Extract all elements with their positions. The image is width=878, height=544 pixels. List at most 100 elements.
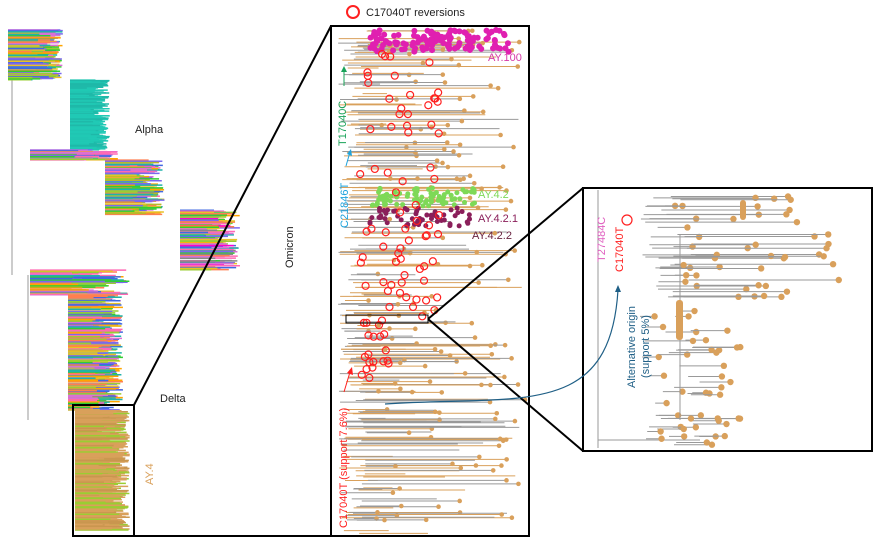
tip-node (718, 384, 725, 391)
reversion-marker (383, 356, 392, 365)
tip-node (702, 336, 710, 344)
tip-node (697, 412, 705, 419)
tip-node (462, 199, 468, 205)
tip-node (376, 323, 382, 328)
tip-node (512, 418, 518, 424)
tip-node (716, 263, 723, 271)
tip-node (713, 349, 720, 356)
tip-node (370, 202, 376, 208)
tip-node (488, 83, 493, 88)
tip-node (451, 202, 457, 208)
tip-node (663, 399, 670, 407)
tip-node (492, 416, 498, 422)
reversion-marker (412, 216, 421, 226)
tip-node (447, 353, 453, 358)
tip-node (457, 498, 462, 504)
tip-node (820, 253, 827, 260)
reversion-marker (391, 188, 401, 197)
tip-node (770, 195, 778, 202)
tip-node (448, 192, 454, 198)
tip-node (469, 320, 475, 326)
tip-node (703, 439, 711, 446)
tip-node (462, 45, 469, 52)
arrow-head-icon (347, 149, 352, 156)
tip-node (420, 203, 426, 209)
tip-node (478, 45, 485, 52)
reversion-marker (386, 52, 395, 61)
tip-node (442, 80, 448, 85)
reversion-marker (433, 230, 443, 239)
tip-node (384, 407, 390, 412)
reversion-marker (422, 231, 431, 240)
tip-node (457, 196, 463, 202)
tip-node (691, 307, 698, 315)
tip-node (477, 454, 482, 460)
tip-node (414, 186, 420, 192)
tip-node (454, 205, 460, 211)
tip-node (727, 378, 734, 386)
tip-node (447, 27, 454, 34)
annotation-alternative-origin: Alternative origin (626, 306, 638, 388)
tip-node (441, 131, 447, 137)
tip-node (683, 271, 690, 279)
tip-node (456, 40, 463, 47)
reversion-marker (368, 363, 377, 372)
tip-node (499, 463, 504, 468)
tip-node (405, 191, 411, 197)
tip-node (493, 27, 500, 34)
tip-node (441, 200, 447, 206)
tip-node (493, 342, 498, 347)
tip-node (716, 391, 724, 398)
annotation-support: (support 5%) (640, 315, 652, 378)
tip-node (657, 428, 664, 435)
zoom-connector (133, 25, 332, 406)
reversion-marker (403, 110, 413, 119)
tip-node (434, 218, 440, 224)
reversion-marker (381, 346, 390, 355)
tip-node (440, 72, 446, 77)
tip-node (466, 212, 472, 218)
mutation-label-c17040t: C17040T (614, 226, 626, 272)
tip-node (411, 48, 418, 55)
reversion-marker (364, 331, 373, 340)
tip-node (516, 481, 521, 487)
tip-node (460, 187, 466, 193)
reversion-marker (361, 281, 370, 290)
tip-node (388, 193, 394, 199)
tip-node (508, 198, 514, 204)
tip-node (377, 215, 383, 221)
tip-node (733, 344, 741, 351)
tip-node (437, 417, 442, 423)
tip-node (387, 198, 393, 204)
reversion-marker (428, 257, 437, 266)
tip-node (445, 189, 451, 195)
tip-node (459, 118, 465, 124)
tip-node (488, 28, 495, 35)
tip-node (395, 301, 401, 307)
tip-node (505, 48, 512, 55)
reversion-marker (420, 262, 429, 271)
reversion-marker (424, 221, 434, 230)
reversion-marker (433, 293, 442, 302)
tip-node (438, 218, 444, 224)
tip-node (398, 46, 405, 53)
arrow-head-icon (341, 66, 347, 72)
tip-node (449, 197, 455, 203)
tip-node (395, 213, 401, 219)
mutation-label-c17040t-support: C17040T (support 7.6%) (338, 408, 350, 528)
reversion-marker (385, 94, 394, 103)
tip-node (682, 278, 689, 285)
overview-tree (8, 29, 240, 531)
tip-node (762, 282, 770, 290)
tip-node (471, 180, 477, 186)
tip-node (465, 220, 471, 226)
lineage-label-ay422: AY.4.2.2 (472, 230, 512, 242)
tip-node (383, 201, 389, 207)
tip-node (680, 425, 687, 433)
reversion-marker (398, 177, 407, 186)
tip-node (516, 39, 522, 45)
tip-node (499, 512, 505, 517)
tip-node (445, 41, 452, 48)
reversion-marker (383, 286, 393, 296)
